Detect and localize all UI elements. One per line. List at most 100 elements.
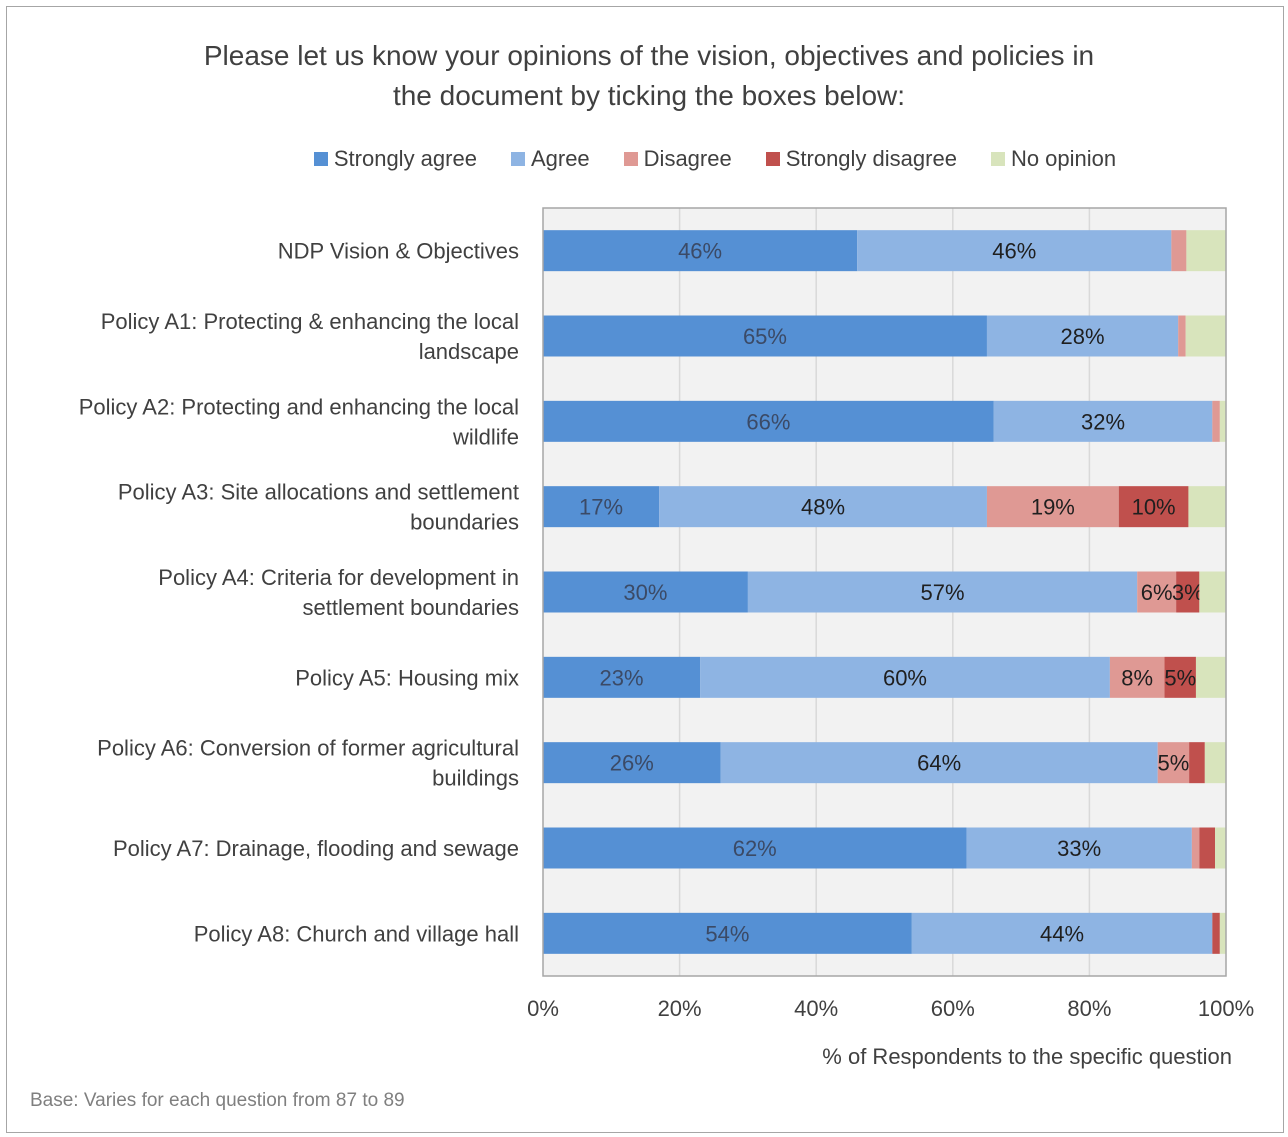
bar-strongly-agree xyxy=(543,912,912,954)
bar-agree xyxy=(747,571,1138,613)
bar-no-opinion xyxy=(1219,912,1226,954)
category-label-line: settlement boundaries xyxy=(303,595,519,620)
legend-swatch-disagree xyxy=(623,152,638,166)
category-label: Policy A1: Protecting & enhancing the lo… xyxy=(101,309,519,364)
x-tick-label: 20% xyxy=(658,996,702,1021)
category-label-line: Policy A4: Criteria for development in xyxy=(158,565,519,590)
legend-label-strongly-disagree: Strongly disagree xyxy=(785,146,957,171)
category-label-line: boundaries xyxy=(410,510,519,535)
data-label-agree: 60% xyxy=(883,665,927,690)
bar-agree xyxy=(700,656,1110,698)
bar-strongly-agree xyxy=(543,486,660,528)
bar-no-opinion xyxy=(1204,742,1226,784)
bar-agree xyxy=(857,230,1172,272)
bar-strongly-disagree xyxy=(1118,486,1189,528)
bar-strongly-agree xyxy=(543,656,701,698)
data-label-disagree: 19% xyxy=(1031,495,1075,520)
data-label-agree: 28% xyxy=(1061,324,1105,349)
bar-agree xyxy=(911,912,1213,954)
bar-no-opinion xyxy=(1199,571,1226,613)
category-label: Policy A4: Criteria for development in se… xyxy=(158,565,519,620)
bar-disagree xyxy=(1178,315,1186,357)
bar-strongly-agree xyxy=(543,571,748,613)
bar-agree xyxy=(720,742,1158,784)
data-label-strongly-agree: 26% xyxy=(610,751,654,776)
category-label-line: NDP Vision & Objectives xyxy=(278,239,519,264)
bar-strongly-agree xyxy=(543,827,967,869)
chart-title-line-1: Please let us know your opinions of the … xyxy=(203,40,1095,71)
data-label-strongly-disagree: 10% xyxy=(1132,495,1176,520)
bar-disagree xyxy=(1157,742,1190,784)
bar-disagree xyxy=(1109,656,1165,698)
legend-swatch-strongly-agree xyxy=(313,152,328,166)
category-label-line: Policy A2: Protecting and enhancing the … xyxy=(79,394,519,419)
bar-strongly-agree xyxy=(543,742,721,784)
bar-strongly-disagree xyxy=(1212,912,1220,954)
data-label-strongly-disagree: 3% xyxy=(1172,580,1204,605)
bar-agree xyxy=(659,486,987,528)
data-label-strongly-agree: 54% xyxy=(705,921,749,946)
bar-strongly-disagree xyxy=(1189,742,1205,784)
bar-strongly-agree xyxy=(543,315,987,357)
bar-no-opinion xyxy=(1188,486,1226,528)
category-label: Policy A8: Church and village hall xyxy=(194,921,519,946)
data-label-agree: 64% xyxy=(917,751,961,776)
bar-agree xyxy=(986,315,1179,357)
data-label-agree: 33% xyxy=(1057,836,1101,861)
data-label-agree: 46% xyxy=(992,239,1036,264)
data-label-agree: 57% xyxy=(921,580,965,605)
data-label-disagree: 5% xyxy=(1158,751,1190,776)
x-axis-title: % of Respondents to the specific questio… xyxy=(822,1044,1232,1069)
legend-item-agree: Agree xyxy=(510,146,590,172)
category-label: Policy A6: Conversion of former agricult… xyxy=(97,736,519,791)
plot-border xyxy=(542,207,1227,977)
bar-disagree xyxy=(1137,571,1177,613)
bar-disagree xyxy=(986,486,1119,528)
bar-strongly-agree xyxy=(543,400,994,442)
legend-label-disagree: Disagree xyxy=(643,146,732,171)
category-label-line: wildlife xyxy=(452,424,519,449)
bar-strongly-disagree xyxy=(1164,656,1196,698)
data-label-agree: 32% xyxy=(1081,409,1125,434)
bar-disagree xyxy=(1191,827,1200,869)
category-label-line: Policy A5: Housing mix xyxy=(295,665,519,690)
legend-swatch-no-opinion xyxy=(990,152,1005,166)
bar-no-opinion xyxy=(1186,230,1226,272)
bar-strongly-disagree xyxy=(1199,827,1216,869)
data-label-strongly-agree: 62% xyxy=(733,836,777,861)
bar-strongly-disagree xyxy=(1176,571,1200,613)
category-label: Policy A2: Protecting and enhancing the … xyxy=(79,394,519,449)
legend-item-strongly-agree: Strongly agree xyxy=(313,146,477,172)
data-label-strongly-agree: 65% xyxy=(743,324,787,349)
legend-swatch-agree xyxy=(510,152,525,166)
data-label-strongly-agree: 17% xyxy=(579,495,623,520)
footnote-base: Base: Varies for each question from 87 t… xyxy=(30,1090,405,1111)
legend-label-agree: Agree xyxy=(530,146,590,171)
x-tick-label: 60% xyxy=(931,996,975,1021)
category-label-line: Policy A1: Protecting & enhancing the lo… xyxy=(101,309,519,334)
bar-agree xyxy=(993,400,1213,442)
data-label-strongly-agree: 66% xyxy=(746,409,790,434)
legend-label-no-opinion: No opinion xyxy=(1010,146,1117,171)
chart-legend: Strongly agree Agree Disagree Strongly d… xyxy=(0,146,1288,172)
bar-agree xyxy=(966,827,1192,869)
x-tick-label: 80% xyxy=(1067,996,1111,1021)
data-label-agree: 48% xyxy=(801,495,845,520)
data-label-agree: 44% xyxy=(1040,921,1084,946)
data-label-disagree: 6% xyxy=(1141,580,1173,605)
category-label: NDP Vision & Objectives xyxy=(278,239,519,264)
category-label-line: Policy A7: Drainage, flooding and sewage xyxy=(113,836,519,861)
bar-no-opinion xyxy=(1219,400,1226,442)
data-label-strongly-agree: 30% xyxy=(623,580,667,605)
legend-item-no-opinion: No opinion xyxy=(990,146,1117,172)
category-label-line: landscape xyxy=(419,339,519,364)
data-label-disagree: 8% xyxy=(1121,665,1153,690)
legend-item-strongly-disagree: Strongly disagree xyxy=(765,146,957,172)
category-label: Policy A5: Housing mix xyxy=(295,665,519,690)
x-tick-label: 0% xyxy=(527,996,559,1021)
category-label-line: Policy A6: Conversion of former agricult… xyxy=(97,736,519,761)
data-label-strongly-agree: 46% xyxy=(678,239,722,264)
bar-strongly-agree xyxy=(543,230,858,272)
data-label-strongly-agree: 23% xyxy=(600,665,644,690)
